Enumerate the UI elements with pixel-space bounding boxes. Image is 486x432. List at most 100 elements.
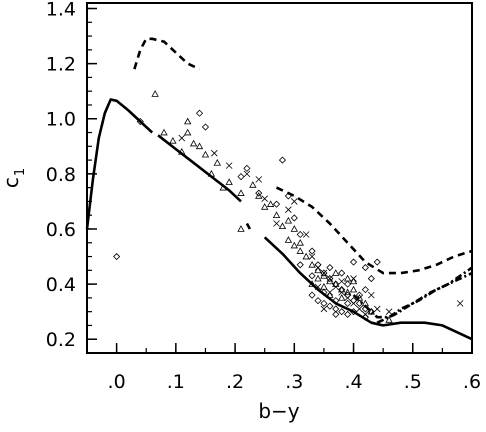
- model-line-dashdot-7: [376, 266, 473, 324]
- diamond-point: [296, 230, 304, 239]
- triangle-point: [225, 178, 233, 185]
- triangle-point: [385, 316, 393, 323]
- y-tick-label: 0.8: [46, 164, 76, 186]
- cross-point: [362, 311, 369, 318]
- diamond-point: [284, 192, 292, 200]
- diamond-point: [344, 299, 352, 307]
- triangle-point: [255, 192, 263, 199]
- cross-point: [385, 308, 393, 315]
- diamond-point: [255, 189, 263, 197]
- triangle-point: [284, 216, 293, 224]
- diamond-point: [326, 275, 334, 283]
- y-axis-title: c1: [0, 168, 28, 188]
- diamond-point: [338, 308, 346, 316]
- diamond-point: [344, 310, 352, 318]
- diamond-point: [314, 297, 322, 305]
- triangle-point: [266, 200, 275, 207]
- diamond-point: [243, 164, 251, 172]
- triangle-point: [207, 170, 216, 177]
- diamond-point: [136, 117, 144, 126]
- triangle-point: [349, 277, 358, 285]
- diamond-point: [320, 299, 328, 307]
- diamond-point: [272, 200, 281, 208]
- plot-frame: [86, 2, 473, 354]
- diamond-point: [367, 275, 375, 283]
- x-tick-label: .1: [167, 371, 185, 393]
- diamond-point: [332, 310, 340, 318]
- svg-text:c1: c1: [0, 168, 28, 188]
- diamond-point: [278, 156, 287, 164]
- diamond-point: [349, 258, 358, 266]
- y-tick-label: 0.4: [46, 274, 76, 296]
- y-tick-label: 1.0: [46, 109, 76, 131]
- cross-point: [326, 289, 334, 296]
- triangle-point: [195, 142, 204, 150]
- cross-point: [338, 289, 345, 296]
- cross-point: [273, 220, 280, 227]
- cross-point: [373, 305, 381, 313]
- triangle-point: [249, 181, 257, 188]
- diamond-point: [355, 299, 364, 307]
- cross-point: [332, 283, 340, 291]
- triangle-point: [219, 183, 227, 191]
- cross-point: [338, 278, 345, 285]
- triangle-point: [326, 291, 334, 298]
- triangle-point: [349, 285, 358, 293]
- triangle-point: [320, 272, 328, 279]
- cross-point: [344, 294, 351, 302]
- triangle-point: [302, 252, 310, 260]
- x-tick-label: .4: [344, 371, 362, 393]
- model-line-dashed-5: [275, 186, 473, 275]
- triangle-point: [314, 266, 322, 274]
- triangle-point: [332, 269, 340, 276]
- triangle-point: [308, 280, 316, 287]
- triangle-point: [261, 203, 269, 210]
- diamond-point: [195, 109, 204, 117]
- x-tick-label: .5: [404, 371, 422, 393]
- diamond-point: [332, 297, 340, 305]
- triangle-point: [169, 136, 177, 144]
- diamond-point: [113, 252, 121, 261]
- triangle-point: [367, 307, 375, 315]
- triangle-point: [151, 90, 159, 97]
- diamond-point: [355, 291, 364, 299]
- cross-point: [350, 300, 357, 307]
- y-axis-title-subscript: 1: [13, 168, 28, 176]
- triangle-point: [237, 189, 245, 196]
- triangle-point: [343, 288, 352, 296]
- cross-point: [261, 195, 268, 202]
- diamond-point: [320, 269, 328, 277]
- triangle-point: [308, 260, 316, 268]
- diamond-point: [308, 291, 316, 299]
- model-lines: [85, 37, 473, 341]
- triangle-point: [213, 159, 221, 166]
- model-line-solid-0: [85, 98, 154, 230]
- triangle-point: [296, 238, 304, 246]
- triangle-point: [320, 283, 328, 290]
- cross-point: [243, 170, 251, 178]
- cross-point: [285, 206, 292, 213]
- x-axis-title: b−y: [258, 399, 299, 423]
- y-tick-label: 1.4: [46, 0, 76, 21]
- triangle-point: [278, 222, 287, 230]
- x-tick-label: .0: [108, 371, 126, 393]
- model-line-solid-2: [245, 222, 252, 230]
- y-tick-label: 1.2: [46, 54, 76, 76]
- cross-point: [314, 283, 322, 291]
- diamond-point: [338, 269, 346, 277]
- diamond-point: [349, 308, 358, 316]
- diamond-point: [326, 302, 334, 310]
- triangle-point: [338, 294, 346, 301]
- model-line-solid-3: [263, 236, 473, 341]
- cross-point: [356, 305, 363, 313]
- x-tick-label: .2: [226, 371, 244, 393]
- diamond-point: [320, 288, 328, 296]
- triangle-point: [290, 225, 298, 232]
- diamond-point: [373, 258, 381, 266]
- triangle-point: [272, 211, 281, 219]
- triangle-point: [184, 128, 192, 136]
- triangle-point: [326, 277, 334, 285]
- cross-point: [291, 198, 298, 205]
- x-ticks: .0 .1 .2 .3 .4 .5 .6: [86, 343, 481, 393]
